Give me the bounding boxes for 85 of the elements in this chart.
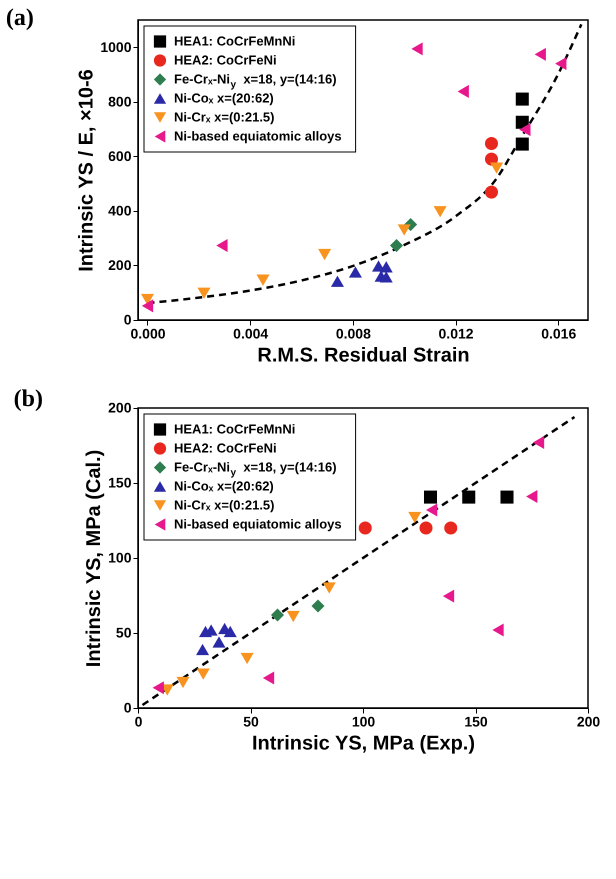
legend-label: Ni-based equiatomic alloys bbox=[174, 128, 342, 144]
point bbox=[330, 276, 344, 287]
legend-label: HEA1: CoCrFeMnNi bbox=[174, 422, 296, 436]
point bbox=[500, 490, 514, 504]
point bbox=[424, 490, 438, 504]
point bbox=[484, 186, 498, 199]
legend-label: HEA2: CoCrFeNi bbox=[174, 440, 277, 456]
point bbox=[458, 84, 469, 98]
point bbox=[311, 599, 325, 613]
point bbox=[426, 503, 438, 517]
x-axis-title: Intrinsic YS, MPa (Exp.) bbox=[252, 732, 476, 754]
legend-label: Ni-Coₓ x=(20:62) bbox=[174, 90, 274, 106]
point bbox=[516, 138, 529, 151]
point bbox=[286, 610, 300, 622]
point bbox=[196, 644, 210, 656]
y-axis-title: Intrinsic YS, MPa (Cal.) bbox=[83, 450, 106, 668]
x-tick-label: 0.000 bbox=[130, 326, 166, 342]
chart-title: (b) bbox=[14, 386, 43, 412]
point bbox=[152, 681, 164, 694]
x-tick-label: 50 bbox=[243, 714, 259, 730]
point bbox=[492, 623, 504, 637]
point bbox=[262, 671, 274, 685]
point bbox=[142, 299, 154, 312]
point bbox=[224, 626, 237, 638]
point bbox=[212, 636, 226, 648]
x-tick-label: 0.012 bbox=[438, 326, 474, 342]
point bbox=[490, 162, 504, 174]
y-tick-label: 100 bbox=[108, 550, 132, 566]
x-tick-label: 100 bbox=[352, 714, 376, 730]
point bbox=[555, 57, 566, 70]
point bbox=[462, 490, 476, 504]
legend-label: Ni-Coₓ x=(20:62) bbox=[174, 478, 274, 494]
point bbox=[196, 668, 210, 680]
y-tick-label: 200 bbox=[108, 400, 132, 416]
point bbox=[390, 239, 404, 252]
y-tick-label: 0 bbox=[124, 312, 132, 328]
point bbox=[411, 42, 423, 56]
x-axis-title: R.M.S. Residual Strain bbox=[257, 344, 470, 366]
point bbox=[516, 92, 529, 106]
point bbox=[380, 261, 393, 272]
point bbox=[176, 676, 190, 688]
x-tick-label: 0.004 bbox=[233, 326, 268, 342]
point bbox=[532, 436, 544, 450]
legend-label: Ni-Crₓ x=(0:21.5) bbox=[174, 498, 274, 512]
y-tick-label: 50 bbox=[116, 624, 132, 640]
point bbox=[380, 271, 393, 283]
chart-title: (a) bbox=[6, 5, 34, 31]
point bbox=[270, 608, 284, 622]
point bbox=[526, 490, 538, 504]
legend-label: Ni-based equiatomic alloys bbox=[174, 516, 342, 532]
point bbox=[534, 48, 546, 61]
point bbox=[240, 652, 254, 664]
point bbox=[140, 294, 154, 306]
point bbox=[216, 239, 228, 252]
point bbox=[484, 152, 498, 166]
legend-label: HEA2: CoCrFeNi bbox=[174, 52, 277, 68]
point bbox=[444, 521, 458, 535]
y-tick-label: 200 bbox=[108, 256, 132, 273]
y-tick-label: 1000 bbox=[100, 38, 132, 55]
y-tick-label: 600 bbox=[108, 148, 132, 164]
y-tick-label: 800 bbox=[108, 93, 132, 110]
point bbox=[398, 224, 411, 236]
y-tick-label: 150 bbox=[108, 474, 132, 490]
point bbox=[322, 582, 336, 594]
point bbox=[419, 521, 433, 535]
point bbox=[442, 590, 454, 603]
x-tick-label: 0.016 bbox=[541, 326, 576, 342]
x-tick-label: 0.008 bbox=[336, 326, 372, 342]
point bbox=[256, 274, 270, 286]
legend-label: HEA1: CoCrFeMnNi bbox=[174, 34, 296, 48]
y-tick-label: 0 bbox=[124, 700, 132, 716]
y-axis-title: Intrinsic YS / E, ×10-6 bbox=[75, 69, 98, 272]
point bbox=[358, 521, 372, 535]
point bbox=[348, 266, 362, 278]
y-tick-label: 400 bbox=[108, 202, 132, 218]
point bbox=[408, 512, 422, 524]
point bbox=[318, 248, 332, 260]
point bbox=[197, 288, 210, 299]
x-tick-label: 0 bbox=[134, 714, 143, 730]
x-tick-label: 200 bbox=[576, 714, 600, 730]
point bbox=[434, 206, 447, 218]
x-tick-label: 150 bbox=[464, 714, 488, 730]
point bbox=[484, 137, 498, 150]
point bbox=[519, 123, 530, 136]
legend-label: Ni-Crₓ x=(0:21.5) bbox=[174, 110, 274, 124]
